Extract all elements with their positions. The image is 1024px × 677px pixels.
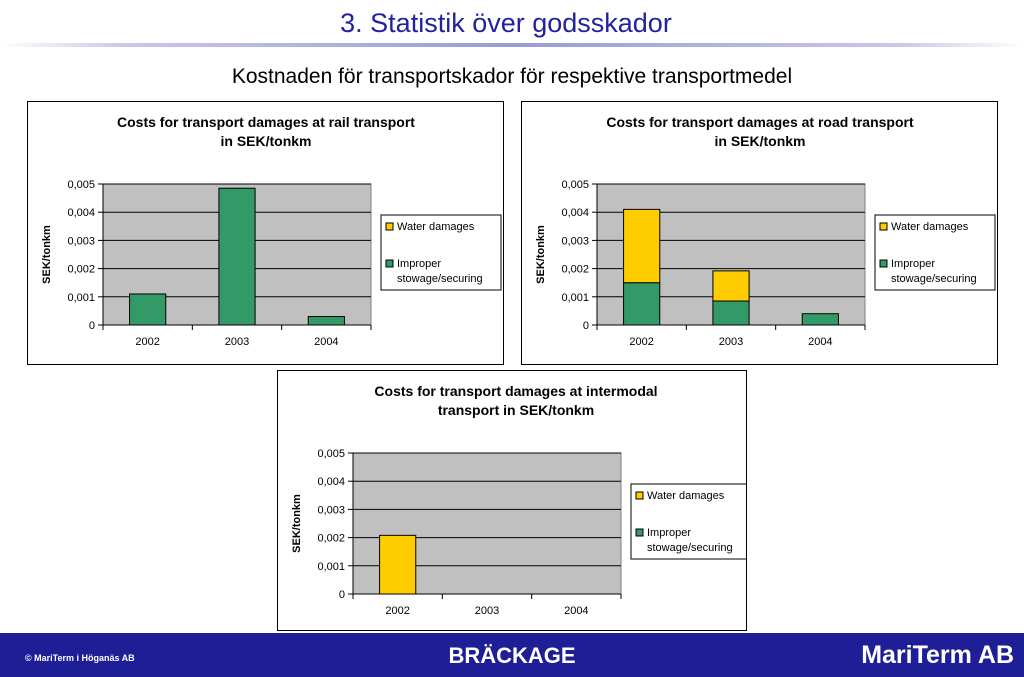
- bar-improper-stowage-securing-2002: [623, 282, 661, 326]
- y-tick-label: 0: [89, 320, 95, 332]
- chart-title-line: transport in SEK/tonkm: [438, 402, 594, 418]
- bar-water-damages-2002: [623, 208, 661, 284]
- legend-box: [874, 214, 996, 291]
- y-tick-label: 0: [583, 320, 589, 332]
- y-tick-label: 0,001: [561, 292, 589, 304]
- legend-swatch: [635, 491, 644, 500]
- y-tick-label: 0,004: [561, 207, 589, 219]
- chart-title-line: Costs for transport damages at road tran…: [606, 114, 914, 130]
- chart-title-line: in SEK/tonkm: [714, 133, 805, 149]
- legend-label: Improper: [891, 258, 935, 270]
- y-tick-label: 0,005: [561, 179, 589, 191]
- y-tick-label: 0,003: [67, 235, 95, 247]
- legend-swatch: [879, 222, 888, 231]
- legend-label: stowage/securing: [647, 542, 733, 554]
- y-tick-label: 0,005: [67, 179, 95, 191]
- y-tick-label: 0,004: [317, 476, 345, 488]
- legend-label: Improper: [647, 527, 691, 539]
- bar-improper-stowage-securing-2004: [801, 313, 839, 326]
- legend-swatch: [879, 259, 888, 268]
- legend-box: [380, 214, 502, 291]
- bar-water-damages-2002: [379, 534, 417, 595]
- footer-brand: MariTerm AB: [861, 641, 1014, 669]
- x-tick-label: 2003: [225, 336, 249, 348]
- rail-chart-svg: Costs for transport damages at rail tran…: [41, 114, 502, 348]
- legend-swatch: [635, 528, 644, 537]
- footer-section-title: BRÄCKAGE: [448, 643, 576, 668]
- chart-title-line: Costs for transport damages at rail tran…: [117, 114, 415, 130]
- bar-improper-stowage-securing-2003: [218, 187, 256, 326]
- y-tick-label: 0,003: [561, 235, 589, 247]
- slide-title: 3. Statistik över godsskador: [340, 8, 672, 38]
- y-axis-label: SEK/tonkm: [291, 494, 303, 553]
- footer-bar: © MariTerm i Höganäs AB BRÄCKAGE MariTer…: [0, 633, 1024, 677]
- y-axis-label: SEK/tonkm: [41, 225, 53, 284]
- chart-title-line: Costs for transport damages at intermoda…: [374, 383, 657, 399]
- title-divider: [0, 43, 1024, 47]
- legend-label: stowage/securing: [891, 273, 977, 285]
- y-tick-label: 0,005: [317, 448, 345, 460]
- legend-label: Improper: [397, 258, 441, 270]
- x-tick-label: 2004: [808, 336, 832, 348]
- x-tick-label: 2002: [385, 605, 409, 617]
- y-axis-label: SEK/tonkm: [535, 225, 547, 284]
- rail-chart: Costs for transport damages at rail tran…: [27, 101, 504, 365]
- y-tick-label: 0: [339, 589, 345, 601]
- legend-swatch: [385, 222, 394, 231]
- road-chart-svg: Costs for transport damages at road tran…: [535, 114, 996, 348]
- legend-label: stowage/securing: [397, 273, 483, 285]
- legend-label: Water damages: [891, 221, 969, 233]
- x-tick-label: 2004: [314, 336, 338, 348]
- x-tick-label: 2002: [135, 336, 159, 348]
- x-tick-label: 2004: [564, 605, 588, 617]
- legend-label: Water damages: [647, 490, 725, 502]
- x-tick-label: 2003: [719, 336, 743, 348]
- y-tick-label: 0,004: [67, 207, 95, 219]
- y-tick-label: 0,003: [317, 504, 345, 516]
- bar-improper-stowage-securing-2004: [307, 316, 345, 326]
- chart-title-line: in SEK/tonkm: [220, 133, 311, 149]
- intermodal-chart: Costs for transport damages at intermoda…: [277, 370, 747, 631]
- y-tick-label: 0,002: [67, 264, 95, 276]
- legend-swatch: [385, 259, 394, 268]
- y-tick-label: 0,001: [317, 561, 345, 573]
- bar-water-damages-2003: [712, 270, 750, 302]
- slide-subtitle: Kostnaden för transportskador för respek…: [231, 65, 793, 88]
- bar-improper-stowage-securing-2002: [129, 293, 167, 326]
- footer-copyright: © MariTerm i Höganäs AB: [25, 653, 135, 663]
- intermodal-chart-svg: Costs for transport damages at intermoda…: [291, 383, 746, 617]
- legend-label: Water damages: [397, 221, 475, 233]
- y-tick-label: 0,001: [67, 292, 95, 304]
- legend-box: [630, 483, 746, 560]
- x-tick-label: 2003: [475, 605, 499, 617]
- y-tick-label: 0,002: [317, 533, 345, 545]
- x-tick-label: 2002: [629, 336, 653, 348]
- y-tick-label: 0,002: [561, 264, 589, 276]
- road-chart: Costs for transport damages at road tran…: [521, 101, 998, 365]
- bar-improper-stowage-securing-2003: [712, 300, 750, 326]
